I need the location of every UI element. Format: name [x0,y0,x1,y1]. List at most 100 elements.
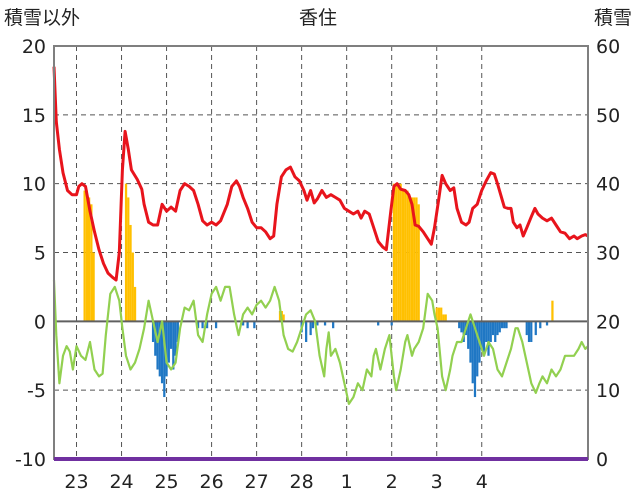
snow-depth-bar [282,314,285,322]
snow-change-bar [241,321,245,326]
snow-change-bar [469,321,472,363]
left-tick-label: 10 [22,174,46,196]
snow-depth-bar [397,183,400,322]
snow-change-bar [158,321,161,377]
snow-depth-bar [124,183,128,322]
snow-change-bar [323,321,327,326]
snow-change-bar [498,321,501,333]
snow-depth-bar [444,314,447,322]
x-day-label: 24 [109,471,133,493]
snow-depth-bar [408,197,411,322]
x-day-label: 26 [199,471,223,493]
snow-depth-bar [551,300,554,322]
snow-depth-bar [415,197,418,322]
x-day-label: 28 [290,471,314,493]
snow-depth-bar [442,314,445,322]
right-tick-label: 20 [596,311,620,333]
left-axis-label: 積雪以外 [4,7,80,29]
x-day-label: 27 [245,471,269,493]
x-day-label: 23 [64,471,88,493]
snow-change-bar [205,321,209,329]
snow-depth-bar [392,183,396,322]
right-axis-label: 積雪 [594,7,632,29]
snow-depth-bar [437,307,441,322]
snow-depth-bar [410,197,414,322]
x-day-label: 2 [386,471,398,493]
snow-change-bar [246,321,249,329]
snow-change-bar [491,321,495,336]
right-tick-label: 60 [596,36,620,58]
snow-change-bar [476,321,479,377]
snow-change-bar [487,321,490,356]
snow-depth-bar [399,183,402,322]
snow-change-bar [165,321,168,377]
x-tick-labels: 23 24 25 26 27 28 1 2 3 4 [64,471,487,493]
snow-change-bar [154,321,157,356]
x-day-label: 4 [476,471,488,493]
snow-change-bar [471,321,474,384]
snow-depth-bar [83,190,86,322]
snow-change-bar [201,321,204,329]
left-tick-label: 15 [22,105,46,127]
grid-lines [54,46,588,459]
snow-change-bar [316,321,319,326]
snow-change-bar [482,321,486,356]
right-tick-label: 40 [596,174,620,196]
snow-change-bar [458,321,461,329]
snow-change-bar [176,321,179,342]
left-tick-label: -10 [15,449,46,471]
snow-depth-bar [401,190,405,322]
x-day-label: 3 [431,471,443,493]
snow-change-bar [545,321,549,326]
snow-change-bar [534,321,537,336]
snow-depth-bar [85,190,88,322]
green-series-line [52,279,589,405]
snow-change-bar [377,321,380,326]
left-tick-labels: 20 15 10 5 0 -5 -10 [15,36,46,471]
left-tick-label: 0 [34,311,46,333]
series-lines [52,66,589,405]
left-tick-label: 5 [34,243,46,265]
snow-change-bar [196,321,200,329]
snow-change-bar [214,321,218,329]
snow-change-bar [460,321,463,333]
chart-title: 香住 [299,7,337,29]
right-tick-label: 30 [596,243,620,265]
snow-change-bar [473,321,477,398]
snow-change-bar [309,321,312,336]
snow-change-bar [156,321,159,370]
snow-change-bar [169,321,173,349]
snow-change-bar [167,321,170,363]
snow-change-bar [311,321,315,329]
snow-change-bar [539,321,542,329]
left-tick-label: -5 [27,380,46,402]
snow-change-bar [505,321,508,329]
snow-change-bar [489,321,492,342]
snow-change-bar [500,321,504,329]
snow-change-bar [530,321,533,342]
snow-change-bar [525,321,528,336]
snow-depth-bar [440,307,443,322]
snow-change-bar [172,321,175,370]
right-tick-label: 50 [596,105,620,127]
snow-depth-bar [417,204,420,322]
snow-change-bar [390,321,393,326]
snow-depth-bar [127,197,130,322]
snow-change-bar [160,321,164,384]
snow-change-bar [163,321,166,398]
snow-depth-bar [435,307,438,322]
right-tick-label: 10 [596,380,620,402]
snow-depth-bar [133,286,137,322]
snow-change-bar [174,321,177,356]
right-tick-labels: 60 50 40 30 20 10 0 [596,36,620,471]
snow-depth-bar [129,224,132,322]
snow-depth-bar [406,190,409,322]
x-day-label: 1 [341,471,353,493]
snow-depth-bar [413,197,416,322]
red-series-line [52,66,589,282]
snow-change-bar [485,321,488,342]
snow-depth-bar [404,190,407,322]
x-day-label: 25 [154,471,178,493]
snow-change-bar [467,321,470,349]
